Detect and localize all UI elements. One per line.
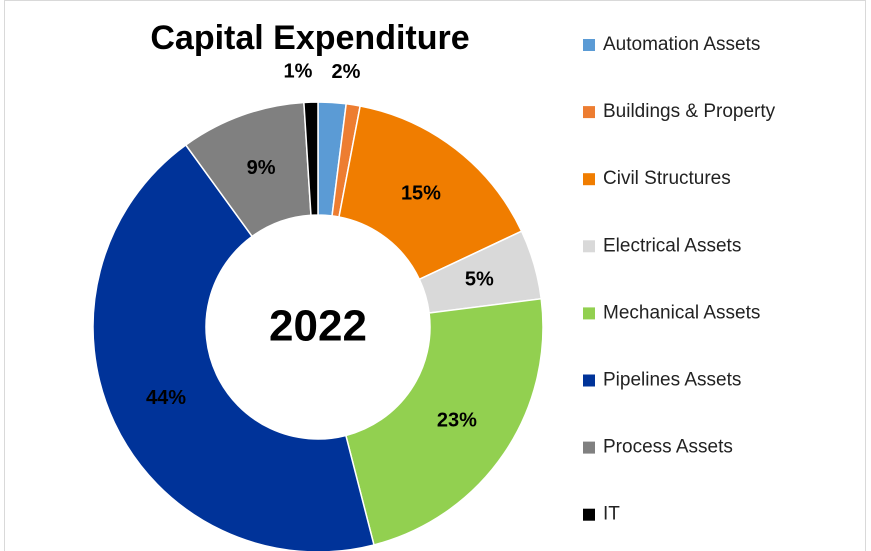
legend-label: Civil Structures [603, 168, 731, 189]
data-label: 2% [332, 61, 361, 83]
data-label: 5% [465, 268, 494, 290]
legend-swatch [583, 106, 595, 119]
legend-label: Automation Assets [603, 34, 760, 55]
legend-swatch [583, 39, 595, 51]
donut-slice [92, 143, 375, 551]
chart-title: Capital Expenditure [150, 19, 469, 57]
legend-label: IT [603, 504, 620, 525]
donut-slice [303, 101, 319, 217]
data-label: 23% [437, 410, 477, 432]
legend-swatch [583, 374, 595, 387]
data-label: 1% [284, 60, 313, 82]
center-label: 2022 [269, 302, 367, 351]
data-label: 15% [401, 183, 441, 205]
legend-swatch [583, 173, 595, 186]
legend-label: Pipelines Assets [603, 370, 741, 391]
legend-swatch [583, 240, 595, 253]
legend-swatch [583, 508, 595, 521]
legend-label: Mechanical Assets [603, 302, 760, 323]
donut-slice [338, 105, 523, 281]
legend-label: Electrical Assets [603, 235, 741, 256]
legend-swatch [583, 441, 595, 454]
legend-label: Process Assets [603, 437, 733, 458]
data-label: 9% [247, 157, 276, 179]
donut-slice [344, 297, 544, 546]
legend-swatch [583, 307, 595, 320]
legend-label: Buildings & Property [603, 101, 776, 122]
data-label: 44% [146, 387, 186, 409]
